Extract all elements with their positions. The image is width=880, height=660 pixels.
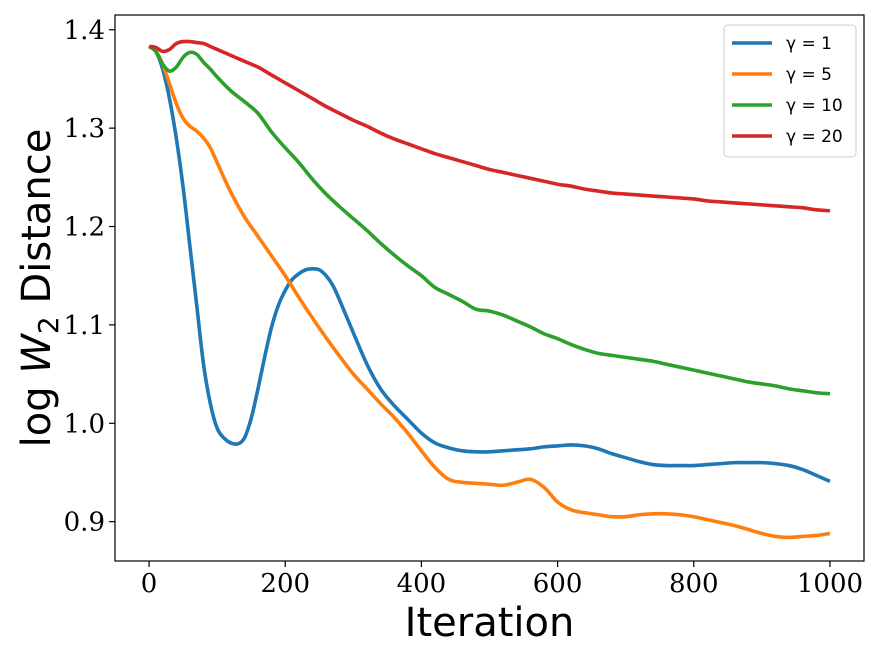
y-axis-title-suffix: Distance — [14, 129, 60, 317]
plot-frame — [114, 14, 865, 562]
legend-label-gamma-20: γ = 20 — [786, 127, 843, 147]
y-tick-label: 1.2 — [64, 213, 105, 243]
legend: γ = 1 γ = 5 γ = 10 γ = 20 — [723, 24, 857, 158]
x-tick-label: 0 — [141, 569, 158, 599]
x-tick-label: 600 — [533, 569, 583, 599]
legend-label-gamma-5: γ = 5 — [786, 65, 832, 85]
y-axis-title-subscript: 2 — [32, 316, 65, 334]
x-axis: 0 200 400 600 800 1000 — [141, 561, 863, 599]
x-tick-label: 200 — [260, 569, 310, 599]
legend-box — [723, 24, 857, 158]
y-tick-label: 1.4 — [64, 16, 105, 46]
series-line-gamma-1 — [147, 44, 831, 483]
y-axis-title-var: W — [14, 333, 60, 374]
series-line-gamma-5 — [147, 44, 831, 540]
legend-label-gamma-10: γ = 10 — [786, 96, 843, 116]
x-tick-label: 1000 — [797, 569, 863, 599]
y-tick-label: 1.0 — [64, 409, 105, 439]
legend-label-gamma-1: γ = 1 — [786, 34, 832, 54]
y-axis-title: log W2 Distance — [14, 129, 65, 448]
series-line-gamma-10 — [147, 44, 831, 396]
x-tick-label: 400 — [397, 569, 447, 599]
y-tick-label: 1.1 — [64, 311, 105, 341]
x-axis-title: Iteration — [405, 600, 575, 646]
y-tick-label: 1.3 — [64, 114, 105, 144]
y-tick-label: 0.9 — [64, 508, 105, 538]
x-tick-label: 800 — [669, 569, 719, 599]
series-layer — [147, 39, 831, 540]
y-axis-title-prefix: log — [14, 374, 60, 448]
series-line-gamma-20 — [148, 39, 831, 213]
y-axis: 0.9 1.0 1.1 1.2 1.3 1.4 — [64, 16, 115, 538]
